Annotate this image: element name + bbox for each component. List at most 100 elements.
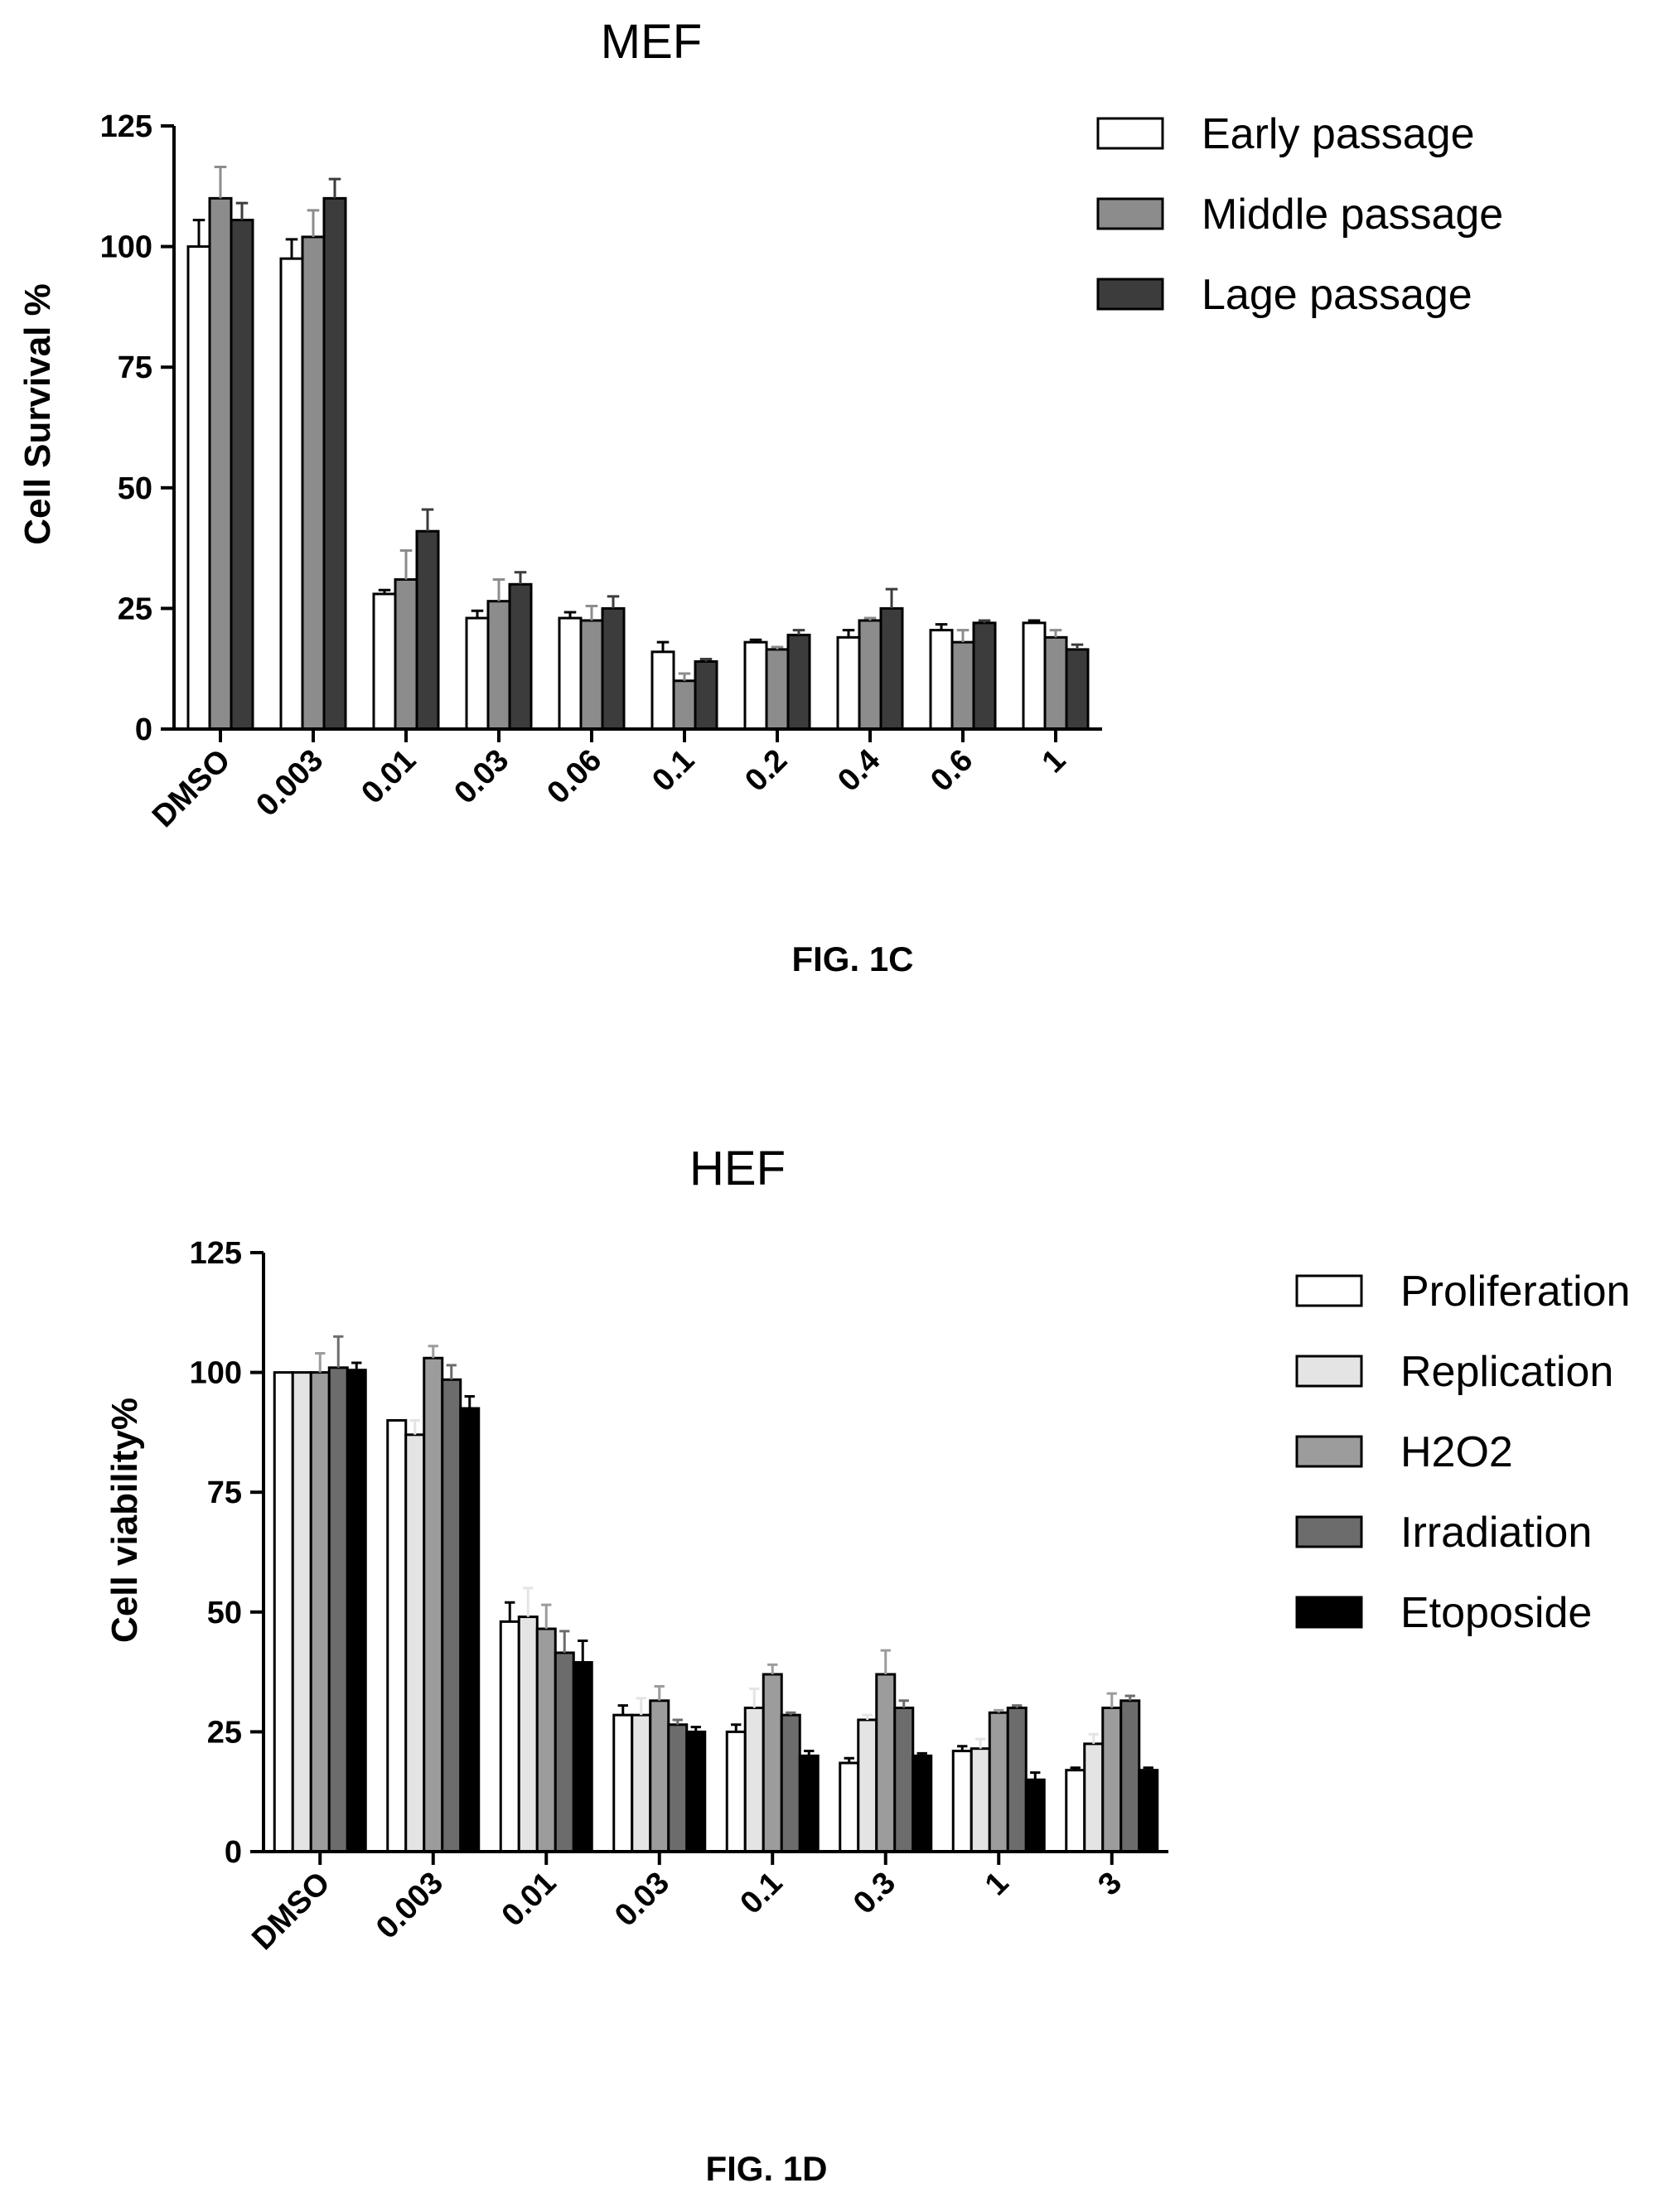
hef-errorbar-irradiation-0-01 (559, 1630, 570, 1653)
mef-errorbar-early-passage-0-003 (285, 238, 298, 259)
hef-errorbar-h2o2-3 (1106, 1692, 1117, 1708)
mef-errorbar-early-passage-0-4 (842, 629, 855, 638)
hef-x-tick-label: 1 (979, 1866, 1016, 1903)
hef-bar-irradiation-0-03 (667, 1723, 689, 1853)
hef-legend-swatch-h2o2 (1295, 1435, 1363, 1468)
hef-x-tick-label: 0.3 (847, 1866, 902, 1921)
mef-errorbar-early-passage-0-01 (378, 588, 391, 594)
hef-bar-etoposide-0-03 (685, 1730, 707, 1853)
hef-bar-etoposide-1 (1024, 1778, 1046, 1853)
hef-bar-replication-dmso (291, 1371, 312, 1853)
mef-bar-middle-passage-0-03 (486, 600, 511, 731)
mef-bar-lage-passage-0-2 (786, 633, 811, 731)
mef-legend-label-lage-passage: Lage passage (1202, 271, 1472, 319)
hef-bar-replication-3 (1083, 1742, 1105, 1853)
mef-errorbar-early-passage-0-1 (656, 640, 670, 652)
mef-bar-lage-passage-0-003 (322, 196, 347, 731)
hef-bar-proliferation-0-1 (725, 1730, 747, 1853)
mef-errorbar-early-passage-dmso (192, 219, 206, 247)
hef-errorbar-etoposide-3 (1143, 1766, 1153, 1770)
mef-bar-middle-passage-0-01 (394, 577, 418, 731)
hef-bar-irradiation-3 (1119, 1699, 1141, 1853)
hef-errorbar-irradiation-0-1 (786, 1711, 796, 1716)
hef-legend-swatch-replication (1295, 1355, 1363, 1388)
mef-errorbar-lage-passage-0-1 (699, 658, 713, 662)
mef-bar-early-passage-0-06 (558, 616, 583, 731)
mef-y-tick-label: 25 (118, 592, 152, 626)
hef-bar-proliferation-1 (951, 1750, 973, 1853)
mef-bar-lage-passage-0-06 (601, 606, 626, 731)
hef-legend-label-etoposide: Etoposide (1400, 1589, 1592, 1637)
mef-errorbar-middle-passage-dmso (214, 166, 227, 199)
hef-errorbar-etoposide-0-01 (578, 1640, 588, 1663)
mef-bar-early-passage-dmso (186, 245, 211, 731)
hef-errorbar-h2o2-0-3 (880, 1649, 891, 1674)
hef-x-tick-label: 0.01 (496, 1866, 563, 1934)
mef-bar-lage-passage-1 (1065, 648, 1090, 731)
hef-bar-proliferation-0-003 (386, 1418, 408, 1853)
mef-chart-title: MEF (601, 15, 702, 69)
mef-bar-middle-passage-dmso (208, 196, 233, 731)
mef-y-tick-label: 75 (118, 350, 152, 385)
hef-bar-h2o2-1 (988, 1711, 1009, 1853)
mef-errorbar-middle-passage-0-01 (399, 549, 413, 580)
mef-bar-early-passage-0-003 (279, 257, 304, 731)
mef-x-tick-label: 0.01 (355, 743, 423, 811)
hef-errorbar-proliferation-0-1 (731, 1723, 742, 1732)
mef-errorbar-lage-passage-0-003 (328, 177, 341, 199)
hef-bar-irradiation-0-01 (554, 1651, 575, 1853)
hef-chart: HEF Cell viability% DMSO 0.003 0.01 0.03 0.1… (104, 1142, 1630, 2188)
hef-errorbar-h2o2-dmso (315, 1351, 326, 1373)
fig-1d-caption: FIG. 1D (705, 2149, 827, 2188)
hef-errorbar-h2o2-0-003 (428, 1345, 438, 1359)
hef-legend: Proliferation Replication H2O2 Irradiation E… (1295, 1268, 1630, 1637)
hef-errorbar-irradiation-0-3 (898, 1699, 909, 1708)
hef-bar-irradiation-0-3 (893, 1706, 915, 1853)
mef-errorbar-middle-passage-0-4 (863, 616, 877, 621)
hef-legend-label-replication: Replication (1400, 1348, 1613, 1396)
mef-errorbar-middle-passage-0-06 (585, 604, 598, 621)
mef-bar-middle-passage-0-1 (672, 679, 697, 731)
hef-errorbar-h2o2-0-03 (654, 1684, 665, 1701)
hef-y-axis-label: Cell viability% (104, 1398, 145, 1643)
mef-errorbar-lage-passage-dmso (235, 201, 249, 220)
mef-bar-lage-passage-0-6 (972, 621, 997, 731)
hef-errorbar-etoposide-dmso (351, 1361, 362, 1370)
mef-errorbar-early-passage-0-06 (563, 611, 577, 619)
hef-errorbar-irradiation-0-003 (446, 1364, 457, 1380)
mef-errorbar-lage-passage-0-06 (607, 595, 620, 609)
hef-errorbar-h2o2-1 (994, 1708, 1004, 1713)
hef-bar-replication-1 (970, 1747, 991, 1853)
hef-bar-replication-0-1 (743, 1706, 765, 1853)
mef-errorbar-lage-passage-0-2 (792, 629, 805, 635)
hef-bars (273, 1335, 1159, 1853)
hef-legend-label-h2o2: H2O2 (1400, 1428, 1513, 1476)
mef-y-tick-label: 50 (118, 471, 152, 506)
mef-errorbar-middle-passage-1 (1049, 629, 1062, 638)
mef-bar-middle-passage-0-4 (858, 619, 883, 731)
hef-bar-etoposide-dmso (346, 1369, 367, 1853)
hef-legend-swatch-proliferation (1295, 1274, 1363, 1307)
hef-errorbar-etoposide-0-03 (690, 1726, 701, 1732)
hef-bar-replication-0-03 (631, 1713, 652, 1853)
mef-legend: Early passage Middle passage Lage passage (1096, 110, 1503, 319)
mef-bar-lage-passage-dmso (230, 219, 254, 731)
mef-legend-swatch-lage-passage (1096, 278, 1164, 311)
mef-x-tick-label: 0.003 (249, 743, 330, 823)
mef-x-tick-label: 0.6 (924, 743, 979, 799)
hef-bar-proliferation-0-3 (839, 1761, 860, 1853)
hef-errorbar-replication-0-003 (409, 1418, 420, 1435)
mef-legend-label-early-passage: Early passage (1202, 110, 1475, 158)
mef-errorbar-middle-passage-0-2 (771, 645, 784, 650)
hef-bar-irradiation-0-003 (441, 1378, 462, 1853)
hef-errorbar-irradiation-0-03 (672, 1718, 683, 1725)
mef-x-tick-label: 0.06 (540, 743, 608, 811)
mef-errorbar-middle-passage-0-1 (678, 672, 691, 681)
mef-x-tick-label: 0.1 (646, 743, 701, 799)
mef-bar-lage-passage-0-01 (415, 529, 440, 731)
hef-errorbar-proliferation-0-01 (505, 1601, 515, 1622)
hef-y-tick-label: 0 (225, 1835, 242, 1870)
hef-errorbar-etoposide-0-3 (916, 1751, 927, 1756)
mef-bar-middle-passage-0-003 (301, 235, 326, 731)
mef-errorbar-lage-passage-0-01 (421, 508, 434, 532)
